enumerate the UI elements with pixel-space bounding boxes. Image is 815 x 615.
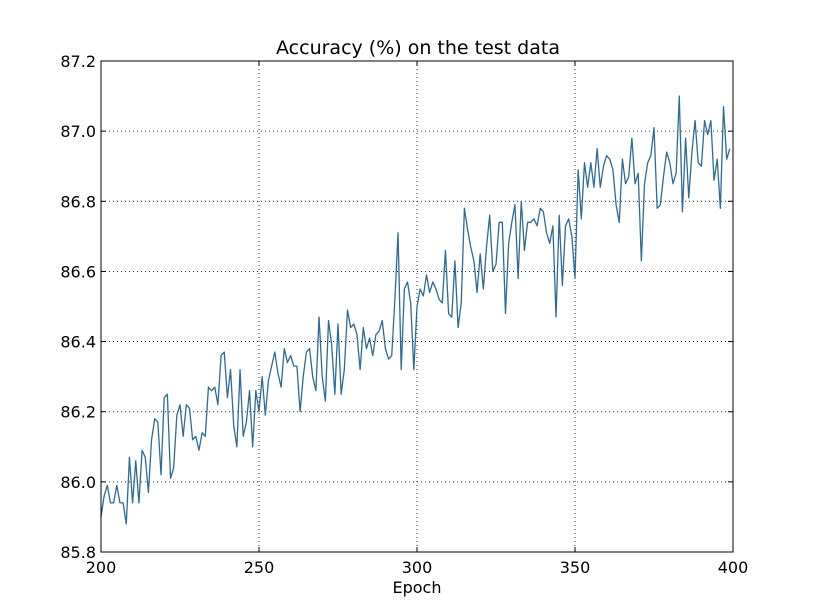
y-tick-label: 87.2 [60, 52, 96, 71]
y-tick-label: 86.6 [60, 262, 96, 281]
y-tick-label: 86.2 [60, 403, 96, 422]
series-layer [100, 95, 731, 525]
y-tick-label: 85.8 [60, 543, 96, 562]
axis-ticks [100, 60, 734, 553]
y-tick-labels: 85.8 86.0 86.2 86.4 86.6 86.8 87.0 87.2 [60, 52, 96, 562]
x-tick-label: 350 [560, 558, 591, 577]
y-tick-label: 86.4 [60, 333, 96, 352]
y-tick-label: 86.8 [60, 192, 96, 211]
grid-lines [101, 61, 733, 552]
x-tick-labels: 200 250 300 350 400 [86, 558, 749, 577]
x-tick-label: 300 [402, 558, 433, 577]
chart-title: Accuracy (%) on the test data [276, 37, 560, 59]
series-line-0 [100, 95, 731, 525]
x-tick-label: 200 [86, 558, 117, 577]
y-tick-label: 87.0 [60, 122, 96, 141]
x-tick-label: 400 [718, 558, 749, 577]
x-tick-label: 250 [244, 558, 275, 577]
y-tick-label: 86.0 [60, 473, 96, 492]
x-axis-label: Epoch [393, 578, 442, 597]
